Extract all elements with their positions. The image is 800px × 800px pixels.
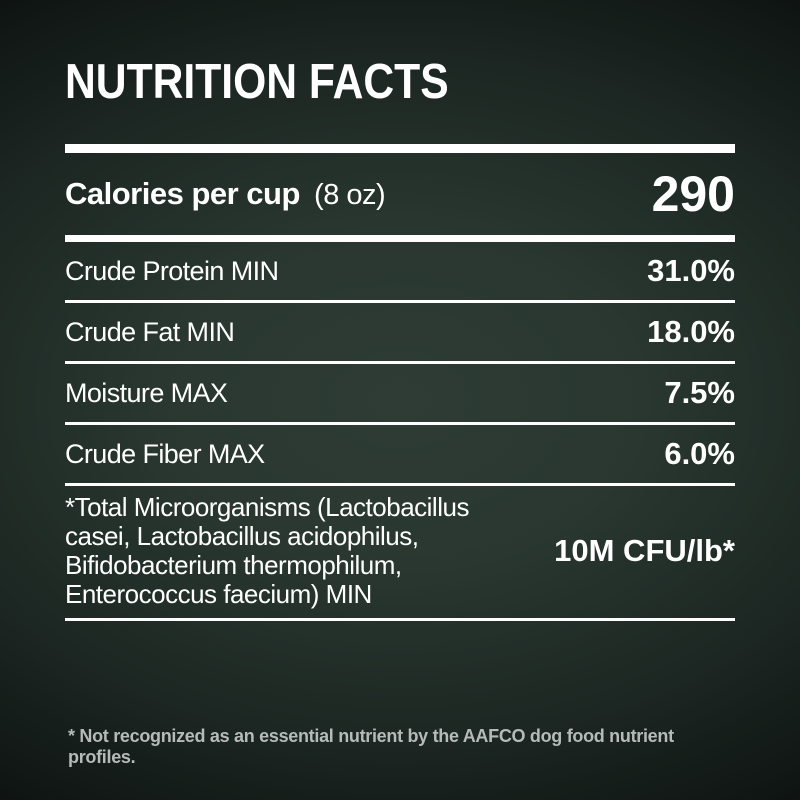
- nutrient-value: 7.5%: [664, 375, 735, 410]
- aafco-footnote: * Not recognized as an essential nutrien…: [68, 726, 674, 767]
- nutrient-row-fiber: Crude Fiber MAX 6.0%: [65, 425, 735, 486]
- calories-unit: (8 oz): [314, 179, 386, 211]
- nutrient-value: 31.0%: [647, 253, 735, 288]
- nutrient-row-moisture: Moisture MAX 7.5%: [65, 364, 735, 425]
- nutrient-row-protein: Crude Protein MIN 31.0%: [65, 242, 735, 303]
- calories-row: Calories per cup (8 oz) 290: [65, 153, 735, 235]
- nutrient-label: Crude Protein MIN: [65, 255, 279, 286]
- calories-divider: [65, 235, 735, 242]
- title-divider: [65, 144, 735, 153]
- microorganisms-value: 10M CFU/lb*: [554, 533, 735, 568]
- calories-value: 290: [651, 166, 735, 222]
- nutrient-row-fat: Crude Fat MIN 18.0%: [65, 303, 735, 364]
- calories-label-group: Calories per cup (8 oz): [65, 176, 386, 212]
- microorganisms-label: *Total Microorganisms (Lactobacillus cas…: [65, 492, 469, 609]
- panel-content: NUTRITION FACTS Calories per cup (8 oz) …: [65, 58, 735, 621]
- calories-label: Calories per cup: [65, 176, 300, 211]
- nutrient-label: Crude Fiber MAX: [65, 438, 265, 469]
- nutrient-value: 6.0%: [664, 436, 735, 471]
- nutrient-label: Crude Fat MIN: [65, 316, 235, 347]
- nutrient-value: 18.0%: [647, 314, 735, 349]
- panel-title: NUTRITION FACTS: [65, 55, 449, 109]
- nutrient-label: Moisture MAX: [65, 377, 228, 408]
- nutrient-row-microorganisms: *Total Microorganisms (Lactobacillus cas…: [65, 486, 735, 621]
